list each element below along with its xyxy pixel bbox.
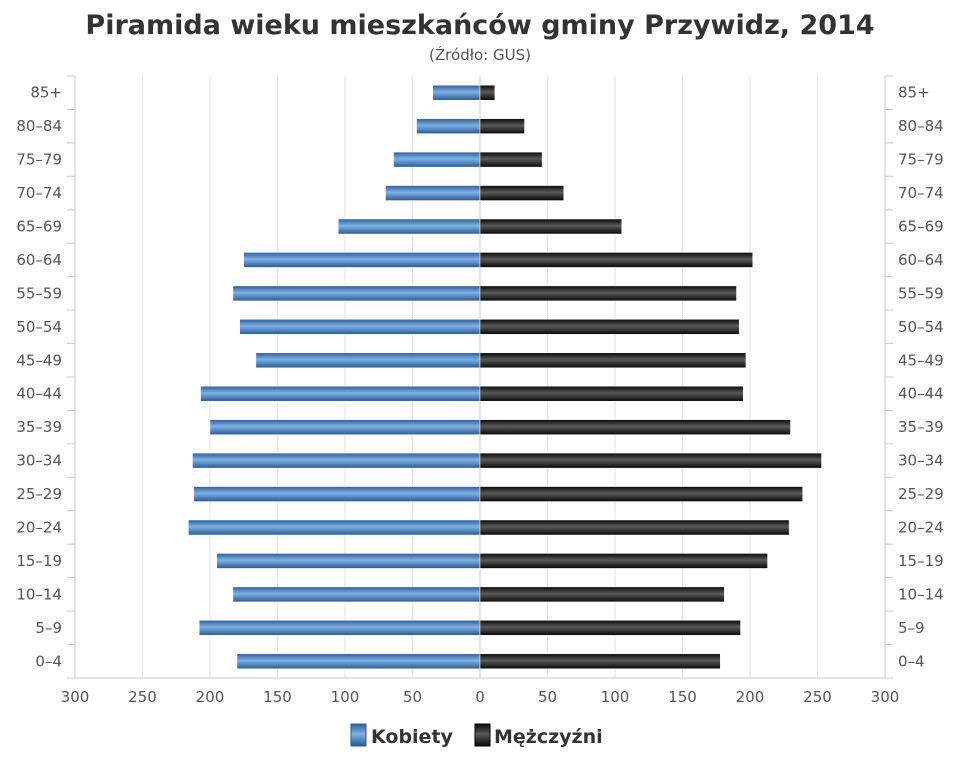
category-label-right: 85+ [898, 84, 930, 102]
x-tick-label: 50 [538, 688, 557, 706]
category-label-left: 45–49 [16, 351, 62, 369]
bar-kobiety[interactable] [416, 118, 481, 134]
category-label-right: 40–44 [898, 385, 944, 403]
category-label-left: 20–24 [16, 519, 62, 537]
legend-item-mezczyzni[interactable]: Mężczyźni [474, 723, 603, 748]
bar-kobiety[interactable] [232, 285, 481, 302]
x-tick-label: 150 [263, 688, 292, 706]
bar-kobiety[interactable] [209, 419, 481, 435]
legend: Kobiety Mężczyźni [350, 723, 603, 748]
bar-mezczyzni[interactable] [479, 252, 753, 268]
category-label-right: 30–34 [898, 452, 944, 470]
x-tick-label: 200 [196, 688, 225, 706]
bar-kobiety[interactable] [188, 519, 481, 536]
legend-label-mezczyzni: Mężczyźni [494, 726, 603, 748]
bar-kobiety[interactable] [239, 319, 481, 335]
bar-mezczyzni[interactable] [479, 586, 725, 603]
bar-mezczyzni[interactable] [479, 118, 525, 134]
category-label-right: 60–64 [898, 251, 944, 269]
category-label-right: 65–69 [898, 218, 944, 236]
bar-kobiety[interactable] [232, 586, 481, 603]
category-label-left: 0–4 [35, 652, 62, 670]
category-label-left: 35–39 [16, 418, 62, 436]
category-label-left: 50–54 [16, 318, 62, 336]
bar-mezczyzni[interactable] [479, 218, 622, 235]
category-label-left: 30–34 [16, 452, 62, 470]
chart-title: Piramida wieku mieszkańców gminy Przywid… [85, 10, 874, 41]
bar-kobiety[interactable] [198, 620, 481, 636]
x-tick-label: 250 [128, 688, 157, 706]
bar-kobiety[interactable] [216, 553, 481, 569]
bars [188, 84, 822, 670]
category-label-left: 80–84 [16, 117, 62, 135]
bar-kobiety[interactable] [192, 452, 481, 469]
category-label-left: 60–64 [16, 251, 62, 269]
x-tick-label: 200 [736, 688, 765, 706]
x-tick-labels: 300 250 200 150 100 50 0 50 100 150 200 250 300 [61, 688, 900, 706]
x-tick-label: 300 [871, 688, 900, 706]
bar-mezczyzni[interactable] [479, 151, 543, 168]
category-label-right: 5–9 [898, 619, 925, 637]
bar-mezczyzni[interactable] [479, 419, 791, 435]
bar-mezczyzni[interactable] [479, 319, 740, 335]
legend-label-kobiety: Kobiety [371, 726, 454, 748]
category-labels: 85+ 85+ 80–84 80–84 75–79 75–79 70–74 70–74 65–6… [16, 84, 943, 671]
category-label-left: 55–59 [16, 284, 62, 302]
bar-kobiety[interactable] [243, 252, 481, 268]
category-label-right: 10–14 [898, 585, 944, 603]
category-label-right: 35–39 [898, 418, 944, 436]
category-label-left: 75–79 [16, 151, 62, 169]
category-label-left: 25–29 [16, 485, 62, 503]
x-tick-label: 100 [601, 688, 630, 706]
bar-mezczyzni[interactable] [479, 285, 737, 302]
category-label-left: 65–69 [16, 218, 62, 236]
legend-swatch-kobiety [350, 723, 367, 747]
category-label-left: 85+ [30, 84, 62, 102]
category-label-left: 40–44 [16, 385, 62, 403]
category-label-right: 45–49 [898, 351, 944, 369]
category-label-right: 55–59 [898, 284, 944, 302]
bar-kobiety[interactable] [193, 486, 481, 502]
category-label-right: 50–54 [898, 318, 944, 336]
category-label-left: 15–19 [16, 552, 62, 570]
x-tick-label: 250 [803, 688, 832, 706]
category-label-left: 5–9 [35, 619, 62, 637]
bar-kobiety[interactable] [385, 185, 481, 201]
bar-mezczyzni[interactable] [479, 352, 747, 369]
bar-mezczyzni[interactable] [479, 486, 803, 502]
bar-kobiety[interactable] [255, 352, 481, 369]
category-label-left: 10–14 [16, 585, 62, 603]
category-label-left: 70–74 [16, 184, 62, 202]
bar-kobiety[interactable] [236, 653, 481, 670]
bar-mezczyzni[interactable] [479, 452, 822, 469]
category-label-right: 70–74 [898, 184, 944, 202]
chart-subtitle: (Źródło: GUS) [429, 45, 531, 64]
bar-mezczyzni[interactable] [479, 653, 721, 670]
category-label-right: 20–24 [898, 519, 944, 537]
bar-mezczyzni[interactable] [479, 84, 496, 101]
bar-mezczyzni[interactable] [479, 519, 790, 536]
axes [67, 75, 893, 679]
bar-mezczyzni[interactable] [479, 385, 744, 402]
category-label-right: 0–4 [898, 652, 925, 670]
x-tick-label: 50 [403, 688, 422, 706]
bar-mezczyzni[interactable] [479, 553, 768, 569]
category-label-right: 25–29 [898, 485, 944, 503]
bar-kobiety[interactable] [338, 218, 481, 235]
bar-kobiety[interactable] [393, 151, 481, 168]
bar-mezczyzni[interactable] [479, 185, 564, 201]
x-tick-label: 150 [668, 688, 697, 706]
legend-swatch-mezczyzni [474, 723, 491, 747]
bar-mezczyzni[interactable] [479, 620, 741, 636]
x-tick-label: 300 [61, 688, 90, 706]
category-label-right: 80–84 [898, 117, 944, 135]
x-tick-label: 0 [475, 688, 485, 706]
category-label-right: 15–19 [898, 552, 944, 570]
x-tick-label: 100 [331, 688, 360, 706]
bar-kobiety[interactable] [432, 84, 481, 101]
legend-item-kobiety[interactable]: Kobiety [350, 723, 454, 748]
bar-kobiety[interactable] [200, 385, 481, 402]
category-label-right: 75–79 [898, 151, 944, 169]
